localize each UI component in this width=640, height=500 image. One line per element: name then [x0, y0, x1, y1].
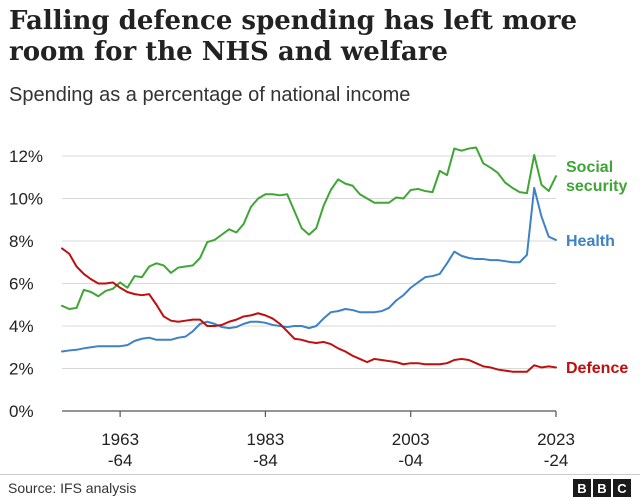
x-tick-label-year: 1963 — [101, 430, 139, 449]
y-tick-label: 4% — [9, 317, 34, 336]
x-tick-label-suffix: -64 — [108, 451, 133, 470]
source-note: Source: IFS analysis — [8, 480, 137, 496]
logo-letter-b1: B — [573, 479, 591, 497]
y-tick-label: 0% — [9, 402, 34, 421]
x-axis-ticks: 1963 -64 1983 -84 2003 -04 2023 -24 — [101, 411, 575, 470]
y-axis-ticks: 0% 2% 4% 6% 8% 10% 12% — [9, 147, 43, 421]
chart-title: Falling defence spending has left more r… — [9, 6, 578, 67]
bbc-logo: B B C — [573, 479, 631, 497]
y-tick-label: 10% — [9, 190, 43, 209]
series-labels: Social security Health Defence — [566, 159, 628, 377]
x-tick-label-year: 2003 — [392, 430, 430, 449]
x-tick-label-year: 1983 — [246, 430, 284, 449]
series-lines — [61, 146, 557, 373]
series-label-social-security: security — [566, 178, 627, 195]
logo-letter-b2: B — [593, 479, 611, 497]
gridlines — [62, 155, 556, 412]
y-tick-label: 6% — [9, 275, 34, 294]
chart-subtitle: Spending as a percentage of national inc… — [9, 84, 411, 106]
y-tick-label: 2% — [9, 360, 34, 379]
line-chart: 0% 2% 4% 6% 8% 10% 12% 1963 -64 1983 -84 2003 -04 20… — [9, 146, 628, 470]
x-tick-label-suffix: -04 — [398, 451, 423, 470]
series-line-social-security — [61, 146, 557, 310]
y-tick-label: 8% — [9, 232, 34, 251]
x-tick-label-suffix: -84 — [253, 451, 278, 470]
y-tick-label: 12% — [9, 147, 43, 166]
x-tick-label-suffix: -24 — [544, 451, 569, 470]
logo-letter-c: C — [613, 479, 631, 497]
series-label-health: Health — [566, 233, 615, 250]
series-label-social-security: Social — [566, 159, 613, 176]
footer-divider — [0, 474, 640, 475]
series-line-defence — [61, 247, 557, 373]
series-label-defence: Defence — [566, 360, 628, 377]
x-tick-label-year: 2023 — [537, 430, 575, 449]
series-line-health — [61, 186, 557, 353]
